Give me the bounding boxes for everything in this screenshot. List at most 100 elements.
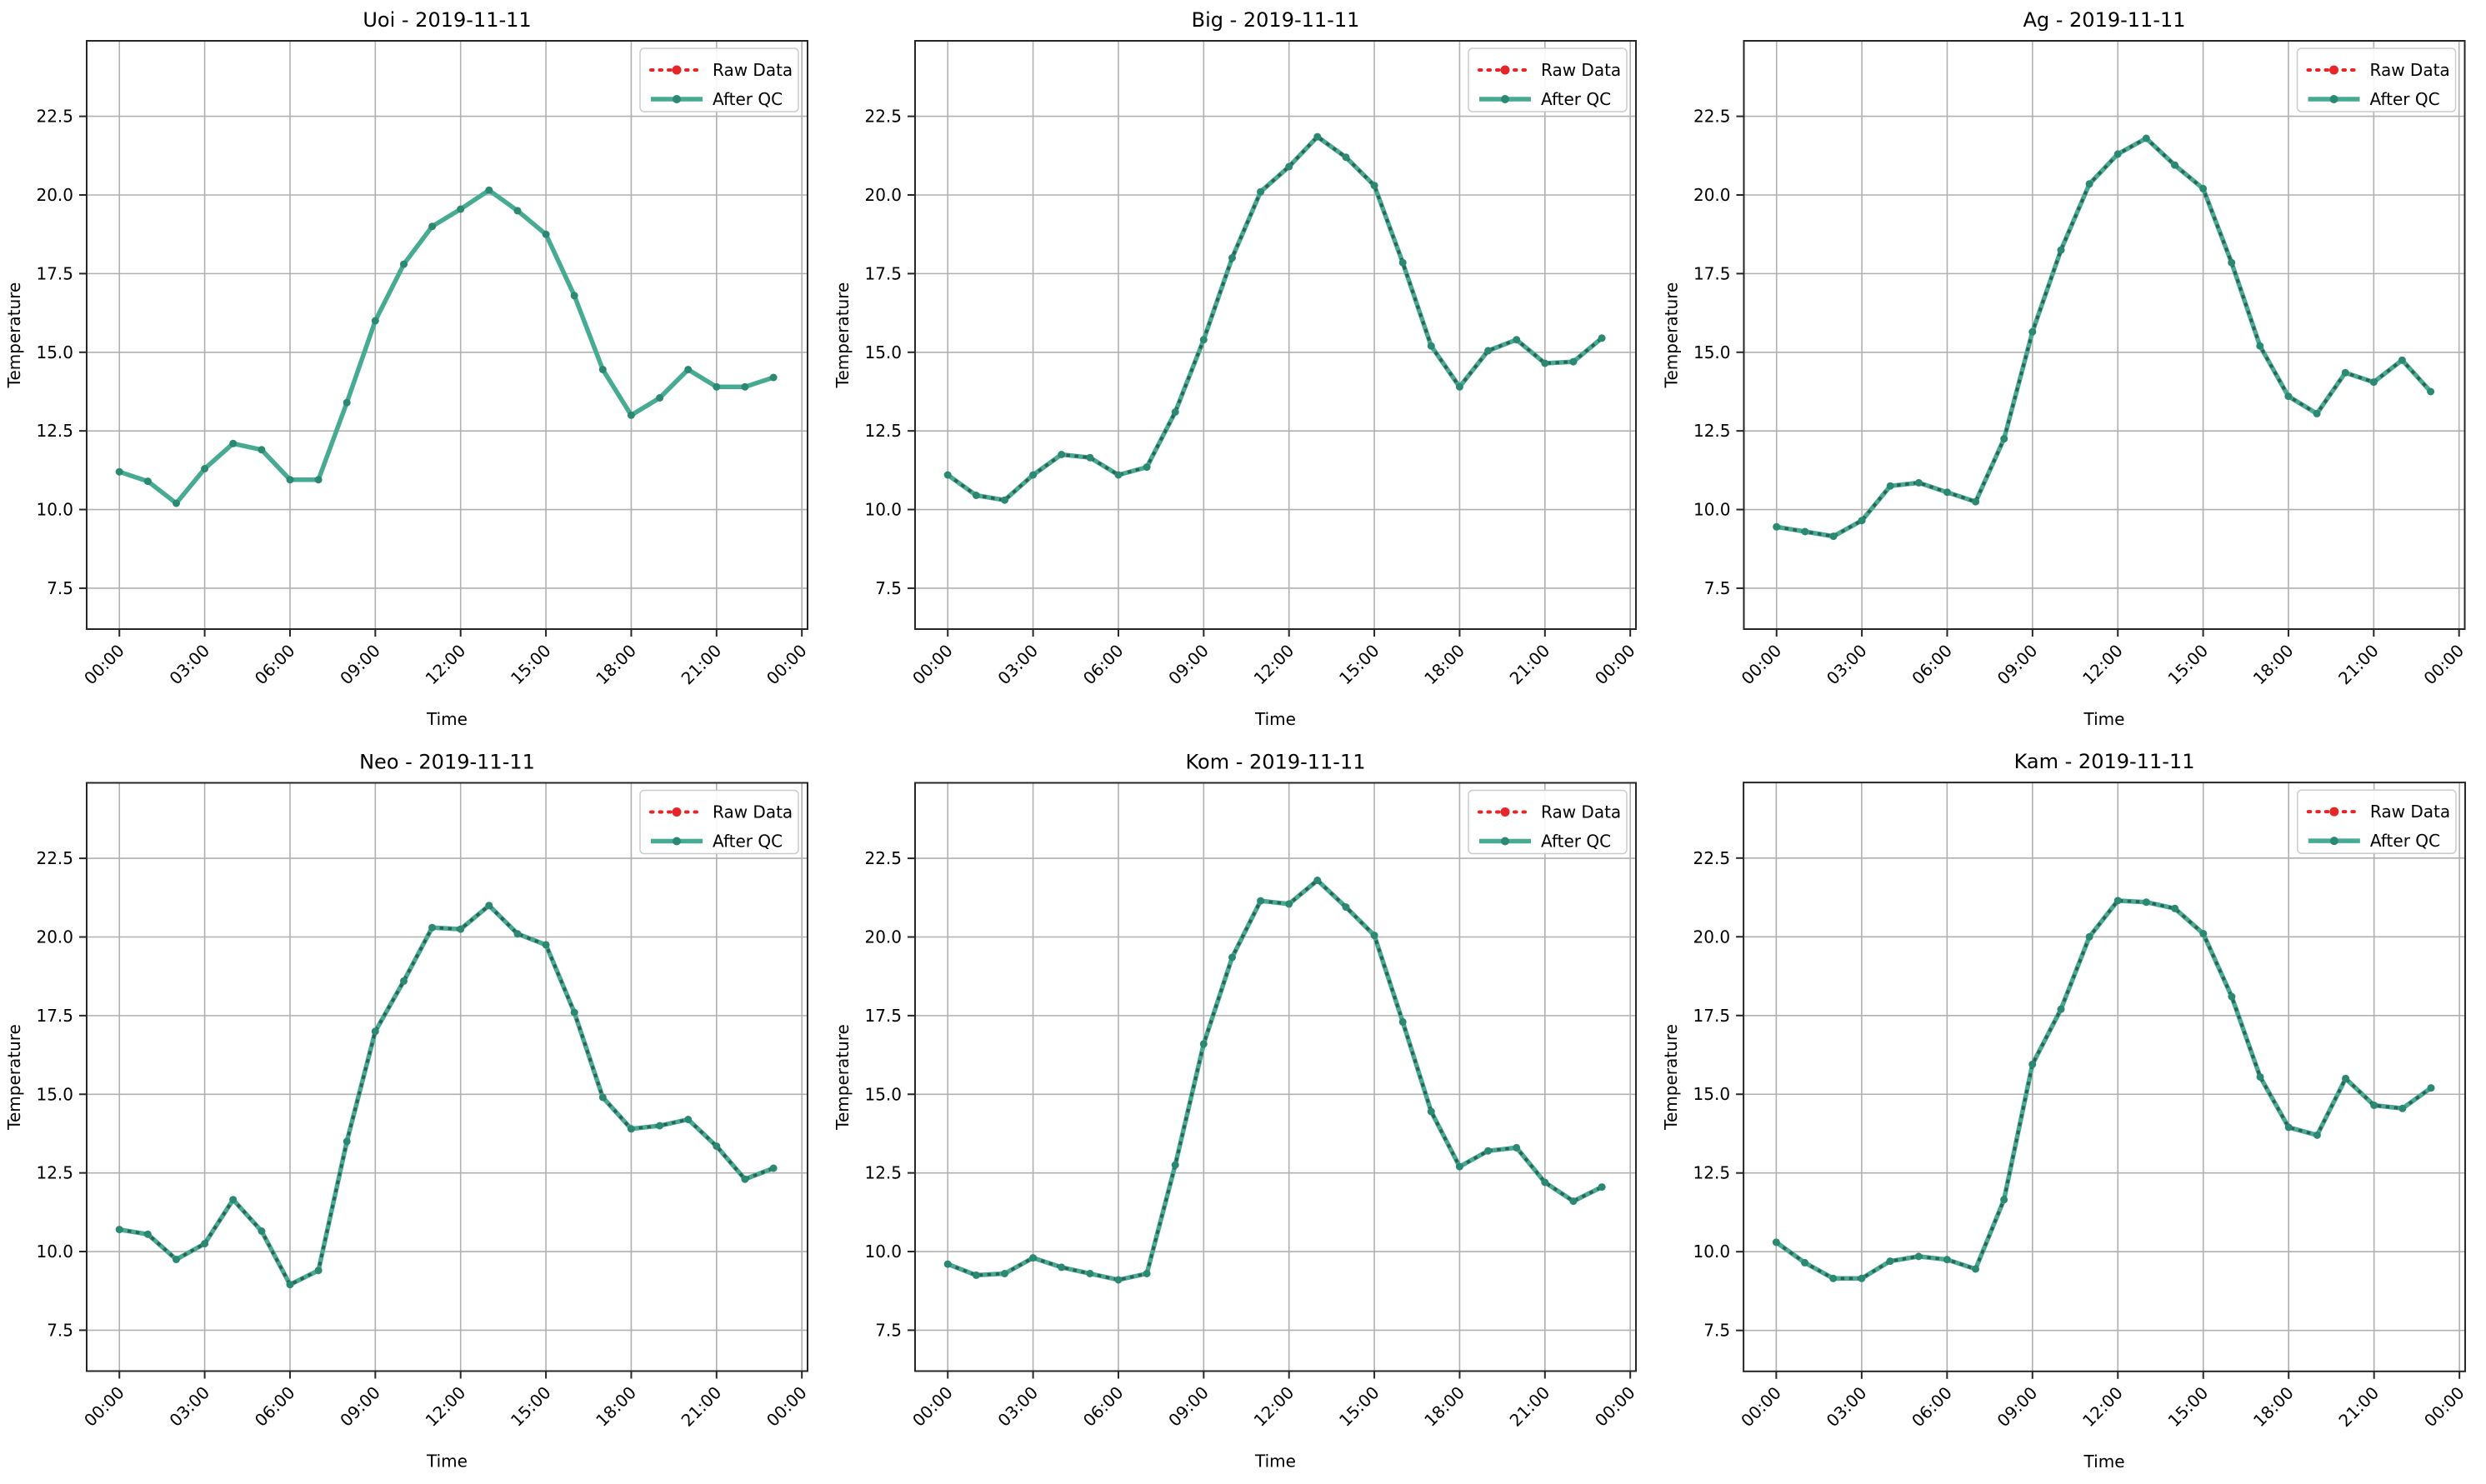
data-point-markers <box>115 186 778 507</box>
x-tick-label: 15:00 <box>2163 641 2212 689</box>
x-axis-label: Time <box>1254 709 1296 729</box>
chart-kom: 7.5 10.0 12.5 15.0 17.5 20.0 22.5 00:00 03:00 06:… <box>833 751 1639 1472</box>
x-axis-ticks: 00:00 03:00 06:00 09:00 12:00 15:00 18:00 21:00… <box>908 1371 1639 1431</box>
y-tick-label: 17.5 <box>1693 1006 1731 1026</box>
y-tick-label: 17.5 <box>864 1006 902 1026</box>
y-tick-label: 22.5 <box>1693 107 1731 127</box>
x-tick-label: 21:00 <box>678 1382 726 1431</box>
axes-spines <box>1743 782 2466 1372</box>
legend-raw-marker <box>1500 807 1510 817</box>
chart-neo: 7.5 10.0 12.5 15.0 17.5 20.0 22.5 00:00 03:00 06:… <box>4 751 811 1472</box>
y-tick-label: 17.5 <box>36 1006 73 1026</box>
x-tick-label: 15:00 <box>507 1382 555 1431</box>
x-axis-ticks: 00:00 03:00 06:00 09:00 12:00 15:00 18:00 21:00… <box>80 629 811 688</box>
x-tick-label: 03:00 <box>993 641 1042 689</box>
y-tick-label: 12.5 <box>1693 421 1731 441</box>
x-tick-label: 03:00 <box>1823 641 1871 689</box>
legend-qc-label: After QC <box>713 832 783 852</box>
x-tick-label: 12:00 <box>422 641 470 689</box>
x-tick-label: 00:00 <box>908 1382 957 1431</box>
x-tick-label: 21:00 <box>678 641 726 689</box>
x-axis-ticks: 00:00 03:00 06:00 09:00 12:00 15:00 18:00 21:00… <box>80 1371 811 1431</box>
x-tick-label: 00:00 <box>763 1382 811 1431</box>
y-tick-label: 7.5 <box>47 1320 73 1340</box>
y-tick-label: 12.5 <box>36 421 73 441</box>
y-tick-label: 20.0 <box>36 185 73 205</box>
y-tick-label: 10.0 <box>36 1242 73 1262</box>
y-tick-label: 15.0 <box>864 1084 902 1104</box>
y-tick-label: 10.0 <box>864 1242 902 1262</box>
x-tick-label: 09:00 <box>1993 641 2042 689</box>
x-tick-label: 00:00 <box>1738 641 1786 689</box>
qc-line <box>945 877 1604 1282</box>
x-tick-label: 00:00 <box>80 641 128 689</box>
x-tick-label: 00:00 <box>1591 641 1639 689</box>
x-tick-label: 09:00 <box>336 1382 384 1431</box>
legend-qc-label: After QC <box>2370 831 2440 851</box>
axes-spines <box>914 782 1637 1372</box>
y-tick-label: 22.5 <box>36 107 73 127</box>
y-axis-label: Temperature <box>1662 282 1682 389</box>
x-tick-label: 15:00 <box>2164 1382 2213 1431</box>
y-axis-label: Temperature <box>833 1024 853 1131</box>
legend-qc-label: After QC <box>713 89 783 109</box>
grid <box>1743 41 2465 629</box>
y-tick-label: 22.5 <box>1693 848 1731 868</box>
raw-dotted-overlay <box>1775 898 2433 1281</box>
x-tick-label: 15:00 <box>507 641 555 689</box>
x-tick-label: 03:00 <box>993 1382 1042 1431</box>
chart-panel-kom: 7.5 10.0 12.5 15.0 17.5 20.0 22.5 00:00 03:00 06:… <box>828 742 1657 1484</box>
y-axis-ticks: 7.5 10.0 12.5 15.0 17.5 20.0 22.5 <box>1693 107 1744 598</box>
x-tick-label: 21:00 <box>2334 641 2383 689</box>
y-tick-label: 15.0 <box>1693 1084 1731 1104</box>
chart-uoi: 7.5 10.0 12.5 15.0 17.5 20.0 22.5 00:00 03:00 06:… <box>4 8 811 729</box>
grid <box>915 41 1636 629</box>
raw-dotted-overlay <box>947 135 1603 502</box>
data-point-markers <box>115 902 778 1289</box>
legend-raw-marker <box>1500 65 1510 75</box>
chart-panel-neo: 7.5 10.0 12.5 15.0 17.5 20.0 22.5 00:00 03:00 06:… <box>0 742 828 1484</box>
x-tick-label: 09:00 <box>1993 1382 2042 1431</box>
x-axis-label: Time <box>2083 709 2125 729</box>
y-tick-label: 12.5 <box>864 1163 902 1183</box>
y-tick-label: 20.0 <box>864 927 902 947</box>
y-tick-label: 15.0 <box>864 342 902 362</box>
x-tick-label: 09:00 <box>1164 641 1213 689</box>
x-axis-ticks: 00:00 03:00 06:00 09:00 12:00 15:00 18:00 21:00… <box>1738 629 2468 688</box>
x-tick-label: 06:00 <box>251 1382 299 1431</box>
x-axis-ticks: 00:00 03:00 06:00 09:00 12:00 15:00 18:00 21:00… <box>1737 1371 2468 1431</box>
x-tick-label: 12:00 <box>422 1382 470 1431</box>
axes-spines <box>86 782 808 1372</box>
legend-qc-label: After QC <box>2370 89 2440 109</box>
legend: Raw Data After QC <box>2296 47 2457 112</box>
grid <box>1743 782 2465 1372</box>
chart-title: Kom - 2019-11-11 <box>1186 751 1366 774</box>
y-tick-label: 12.5 <box>864 421 902 441</box>
y-tick-label: 10.0 <box>36 500 73 520</box>
qc-line <box>1773 136 2433 539</box>
legend: Raw Data After QC <box>639 789 799 855</box>
legend-qc-marker <box>673 95 681 103</box>
x-tick-label: 09:00 <box>1164 1382 1213 1431</box>
legend-raw-label: Raw Data <box>2370 802 2450 822</box>
y-axis-ticks: 7.5 10.0 12.5 15.0 17.5 20.0 22.5 <box>864 848 915 1340</box>
legend: Raw Data After QC <box>1468 47 1628 112</box>
axes-spines <box>86 40 808 630</box>
grid <box>87 41 808 629</box>
legend-raw-marker <box>672 807 682 817</box>
data-point-markers <box>1773 134 2435 541</box>
chart-ag: 7.5 10.0 12.5 15.0 17.5 20.0 22.5 00:00 03:00 06:… <box>1662 8 2468 729</box>
y-axis-label: Temperature <box>833 282 853 389</box>
chart-title: Neo - 2019-11-11 <box>359 751 535 774</box>
legend-raw-label: Raw Data <box>2370 60 2450 80</box>
legend-raw-marker <box>2329 65 2338 75</box>
chart-panel-kam: 7.5 10.0 12.5 15.0 17.5 20.0 22.5 00:00 03:00 06:… <box>1657 742 2486 1484</box>
x-tick-label: 18:00 <box>2249 641 2298 689</box>
x-axis-ticks: 00:00 03:00 06:00 09:00 12:00 15:00 18:00 21:00… <box>908 629 1639 688</box>
x-tick-label: 21:00 <box>1506 641 1554 689</box>
x-tick-label: 00:00 <box>908 641 957 689</box>
y-axis-ticks: 7.5 10.0 12.5 15.0 17.5 20.0 22.5 <box>864 107 915 598</box>
y-tick-label: 22.5 <box>864 848 902 868</box>
chart-big: 7.5 10.0 12.5 15.0 17.5 20.0 22.5 00:00 03:00 06:… <box>833 8 1639 729</box>
